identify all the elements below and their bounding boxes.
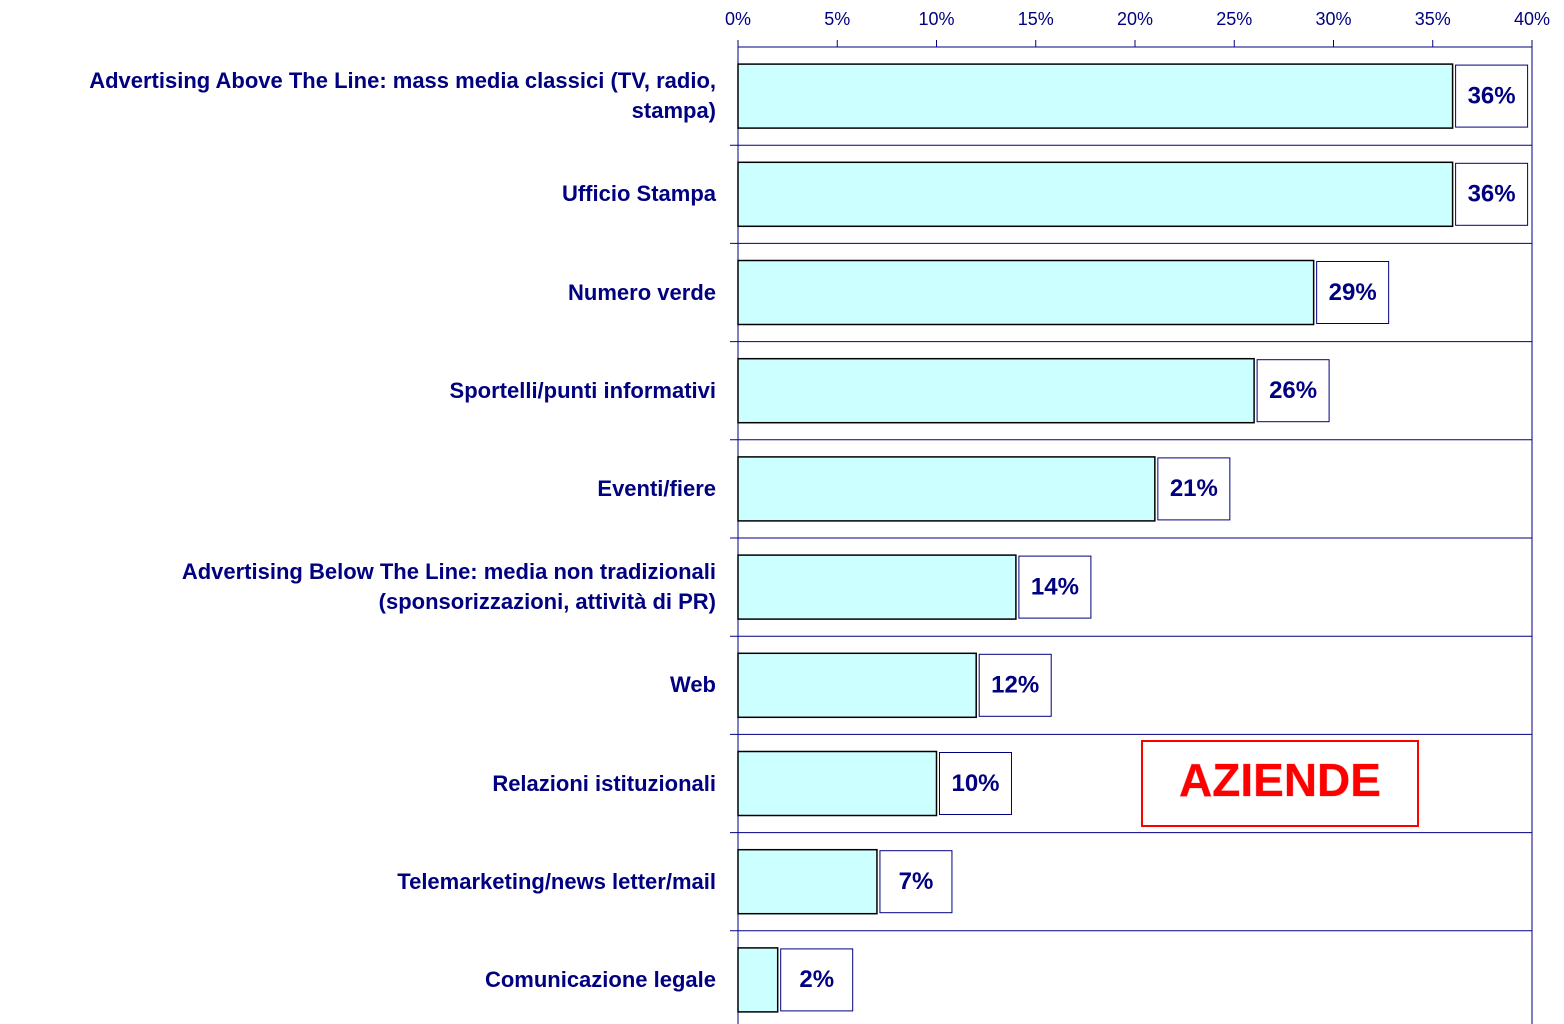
category-label: Telemarketing/news letter/mail <box>397 868 716 894</box>
category-label: Relazioni istituzionali <box>492 770 716 796</box>
category-label: Web <box>669 672 716 698</box>
data-label: 29% <box>1329 279 1377 306</box>
data-label-box <box>978 653 1052 717</box>
x-tick-label: 25% <box>1216 9 1252 29</box>
x-tick-label: 0% <box>725 9 751 29</box>
x-tick-label: 20% <box>1117 9 1153 29</box>
category-label: Eventi/fiere <box>597 475 716 501</box>
x-tick-label: 40% <box>1514 9 1550 29</box>
x-tick-label: 15% <box>1018 9 1054 29</box>
data-label-box <box>1316 261 1390 324</box>
data-label: 10% <box>951 770 999 797</box>
data-label-box <box>1455 162 1529 226</box>
bar <box>737 357 1255 424</box>
bar <box>737 554 1017 620</box>
data-label: 14% <box>1031 573 1079 600</box>
data-label-box <box>1157 457 1231 521</box>
data-label-box <box>939 752 1012 815</box>
data-label: 36% <box>1468 82 1516 109</box>
data-label: 2% <box>799 966 834 993</box>
bar <box>737 63 1454 129</box>
x-tick-label: 5% <box>824 9 850 29</box>
category-label: Ufficio Stampa <box>561 181 716 207</box>
x-tick-label: 30% <box>1315 9 1351 29</box>
category-label: Advertising Above The Line: mass media c… <box>89 68 716 124</box>
data-label-box <box>1455 64 1529 128</box>
data-label: 21% <box>1170 475 1218 502</box>
data-label: 7% <box>899 868 934 895</box>
data-label: 26% <box>1269 377 1317 404</box>
data-label: 12% <box>991 672 1039 699</box>
bar <box>737 947 779 1013</box>
x-tick-label: 10% <box>918 9 954 29</box>
bar <box>737 456 1156 522</box>
category-label: Sportelli/punti informativi <box>449 377 716 403</box>
data-label: 36% <box>1468 181 1516 208</box>
bar <box>737 750 938 817</box>
annotation-box <box>1141 740 1419 827</box>
data-label-box <box>1256 359 1330 423</box>
category-label: Advertising Below The Line: media non tr… <box>181 559 716 615</box>
data-label-box <box>780 948 854 1012</box>
bar <box>737 848 878 915</box>
x-tick-label: 35% <box>1415 9 1451 29</box>
category-label: Numero verde <box>568 279 716 305</box>
bar <box>737 652 977 719</box>
bar <box>737 161 1454 228</box>
data-label-box <box>1018 555 1092 619</box>
data-label-box <box>879 850 953 914</box>
annotation: AZIENDE <box>1179 754 1381 806</box>
category-label: Comunicazione legale <box>484 966 716 992</box>
bar <box>737 259 1315 326</box>
